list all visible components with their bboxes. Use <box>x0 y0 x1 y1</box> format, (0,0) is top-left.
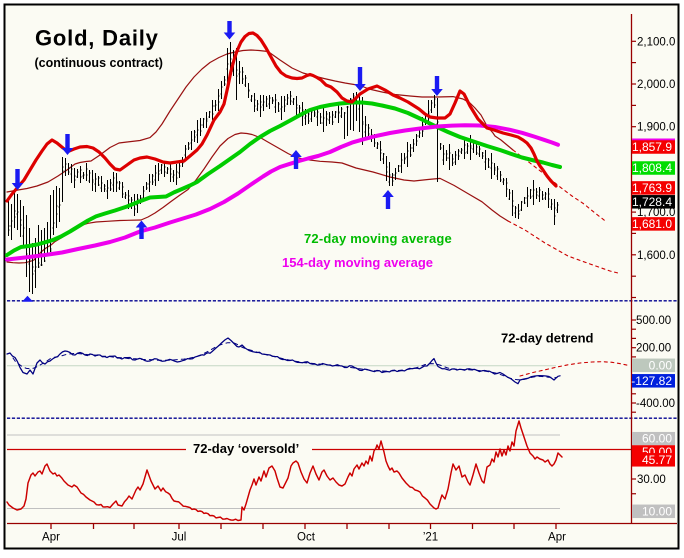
svg-text:2,100.0: 2,100.0 <box>637 36 675 48</box>
svg-text:72-day ‘oversold’: 72-day ‘oversold’ <box>193 441 299 456</box>
svg-text:1,728.4: 1,728.4 <box>632 195 672 209</box>
svg-text:Gold, Daily: Gold, Daily <box>35 26 159 51</box>
svg-text:1,900.0: 1,900.0 <box>637 122 675 134</box>
svg-text:72-day detrend: 72-day detrend <box>501 331 594 346</box>
svg-text:Apr: Apr <box>42 532 60 544</box>
svg-text:-127.82: -127.82 <box>631 374 672 388</box>
svg-text:1,681.0: 1,681.0 <box>632 217 672 231</box>
svg-text:1,600.0: 1,600.0 <box>637 250 675 262</box>
svg-text:200.00: 200.00 <box>636 343 671 355</box>
svg-text:-400.00: -400.00 <box>636 398 675 410</box>
svg-text:1,700.0: 1,700.0 <box>637 207 675 219</box>
svg-text:45.77: 45.77 <box>642 453 672 467</box>
svg-text:Apr: Apr <box>548 532 566 544</box>
svg-text:1,763.9: 1,763.9 <box>632 181 672 195</box>
svg-text:72-day moving average: 72-day moving average <box>304 231 452 246</box>
svg-text:10.00: 10.00 <box>642 504 672 518</box>
svg-text:2,000.0: 2,000.0 <box>637 79 675 91</box>
svg-text:Jul: Jul <box>172 532 187 544</box>
svg-text:1,808.4: 1,808.4 <box>632 161 672 175</box>
svg-text:’21: ’21 <box>423 532 438 544</box>
svg-text:0.00: 0.00 <box>649 358 673 372</box>
svg-text:Oct: Oct <box>297 532 316 544</box>
svg-text:(continuous contract): (continuous contract) <box>35 56 163 70</box>
svg-text:154-day moving average: 154-day moving average <box>282 255 433 270</box>
svg-text:30.00: 30.00 <box>637 474 666 486</box>
svg-text:1,857.9: 1,857.9 <box>632 140 672 154</box>
svg-text:500.00: 500.00 <box>636 315 671 327</box>
svg-text:60.00: 60.00 <box>642 432 672 446</box>
